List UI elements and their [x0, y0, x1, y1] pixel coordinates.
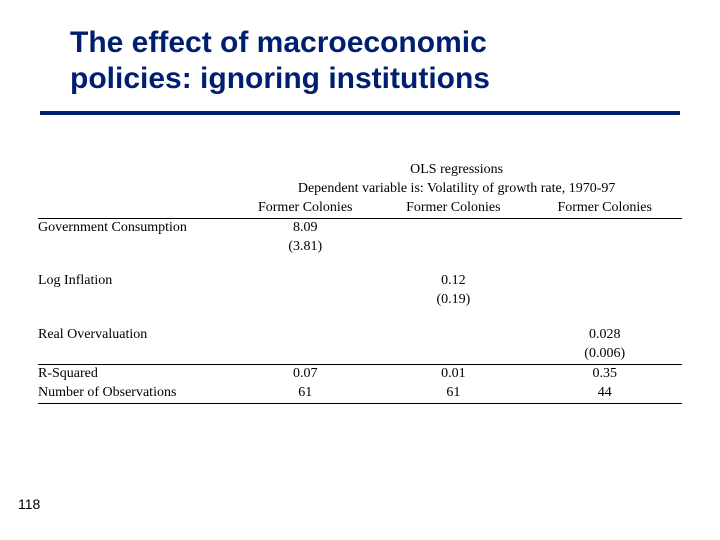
row-label: R-Squared: [38, 365, 231, 384]
cell-value: 8.09: [231, 218, 379, 237]
row-label: Number of Observations: [38, 384, 231, 403]
cell-se: [231, 345, 379, 364]
cell-value: 0.07: [231, 365, 379, 384]
table-row: (0.006): [38, 345, 682, 364]
slide-title: The effect of macroeconomic policies: ig…: [0, 0, 720, 97]
cell-value: 44: [527, 384, 682, 403]
regression-table: OLS regressions Dependent variable is: V…: [0, 161, 720, 404]
table-row: Real Overvaluation 0.028: [38, 326, 682, 345]
cell-value: 61: [379, 384, 527, 403]
cell-value: [527, 218, 682, 237]
cell-se: (0.19): [379, 291, 527, 310]
cell-value: 0.35: [527, 365, 682, 384]
cell-value: 0.12: [379, 272, 527, 291]
page-number: 118: [18, 496, 40, 512]
cell-se: [379, 238, 527, 257]
row-label: Real Overvaluation: [38, 326, 231, 345]
title-line-1: The effect of macroeconomic: [70, 26, 487, 59]
cell-value: 61: [231, 384, 379, 403]
table-header-line2: Dependent variable is: Volatility of gro…: [231, 180, 682, 199]
cell-se: [379, 345, 527, 364]
table-row: Government Consumption 8.09: [38, 218, 682, 237]
table-row: (0.19): [38, 291, 682, 310]
table-row: Log Inflation 0.12: [38, 272, 682, 291]
cell-se: [231, 291, 379, 310]
cell-value: 0.01: [379, 365, 527, 384]
cell-value: [379, 326, 527, 345]
row-label: Log Inflation: [38, 272, 231, 291]
cell-se: (3.81): [231, 238, 379, 257]
cell-se: [527, 291, 682, 310]
cell-value: [231, 326, 379, 345]
cell-se: [527, 238, 682, 257]
table-row: R-Squared 0.07 0.01 0.35: [38, 365, 682, 384]
col-header-3: Former Colonies: [527, 199, 682, 218]
table-header-line1: OLS regressions: [231, 161, 682, 180]
cell-value: [231, 272, 379, 291]
cell-value: [379, 218, 527, 237]
col-header-1: Former Colonies: [231, 199, 379, 218]
table-row: (3.81): [38, 238, 682, 257]
cell-value: [527, 272, 682, 291]
title-divider: [40, 111, 680, 115]
title-line-2: policies: ignoring institutions: [70, 62, 490, 95]
table-row: Number of Observations 61 61 44: [38, 384, 682, 403]
cell-se: (0.006): [527, 345, 682, 364]
row-label: Government Consumption: [38, 218, 231, 237]
col-header-2: Former Colonies: [379, 199, 527, 218]
cell-value: 0.028: [527, 326, 682, 345]
